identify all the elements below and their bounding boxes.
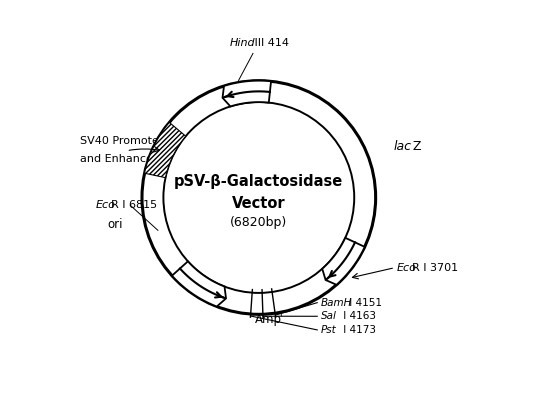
Text: BamH: BamH bbox=[321, 298, 353, 308]
Text: Z: Z bbox=[409, 140, 421, 153]
Text: SV40 Promoter: SV40 Promoter bbox=[80, 136, 163, 146]
Polygon shape bbox=[144, 122, 186, 178]
Text: I 4163: I 4163 bbox=[340, 311, 376, 321]
Text: r: r bbox=[280, 309, 283, 318]
Text: Eco: Eco bbox=[397, 263, 417, 273]
Text: Eco: Eco bbox=[95, 200, 115, 210]
Text: and Enhancer: and Enhancer bbox=[80, 154, 157, 164]
Text: Vector: Vector bbox=[232, 196, 286, 211]
Polygon shape bbox=[322, 238, 365, 285]
Text: Sal: Sal bbox=[321, 311, 337, 321]
Text: I 4151: I 4151 bbox=[346, 298, 382, 308]
Text: Amp: Amp bbox=[255, 313, 282, 326]
Text: ori: ori bbox=[107, 218, 122, 231]
Circle shape bbox=[142, 81, 375, 314]
Text: Hind: Hind bbox=[229, 38, 255, 47]
Text: R I 3701: R I 3701 bbox=[412, 263, 458, 273]
Polygon shape bbox=[172, 261, 226, 307]
Text: lac: lac bbox=[393, 140, 411, 153]
Text: Pst: Pst bbox=[321, 325, 337, 335]
Text: I 4173: I 4173 bbox=[340, 325, 376, 335]
Text: pSV-β-Galactosidase: pSV-β-Galactosidase bbox=[174, 175, 344, 190]
Text: R I 6815: R I 6815 bbox=[111, 200, 157, 210]
Text: (6820bp): (6820bp) bbox=[230, 216, 287, 229]
Polygon shape bbox=[222, 81, 271, 106]
Text: III 414: III 414 bbox=[251, 38, 289, 47]
